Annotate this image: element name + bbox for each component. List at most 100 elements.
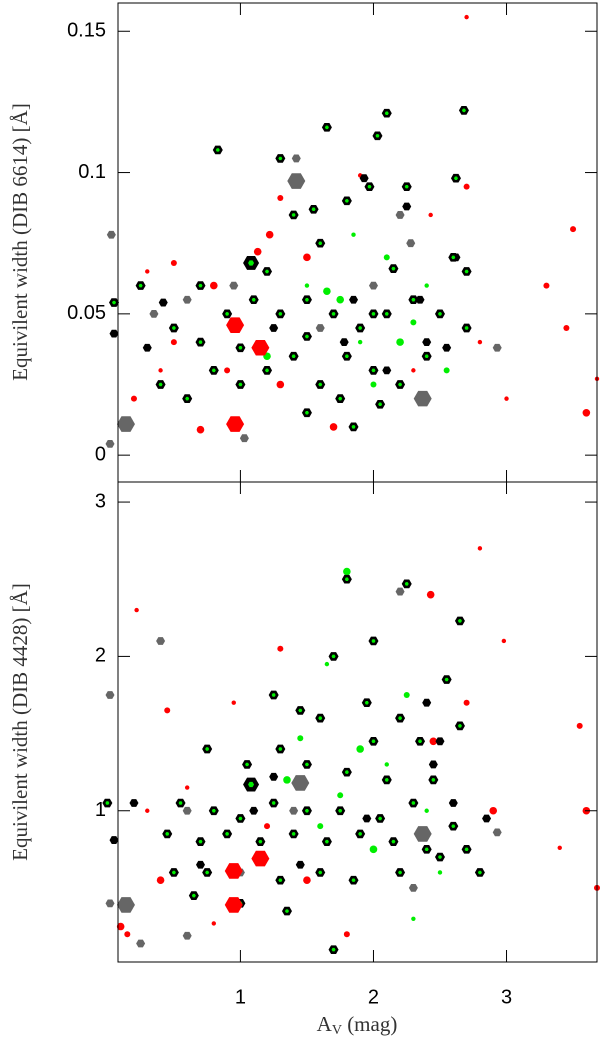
- point: [474, 868, 485, 877]
- point: [421, 845, 432, 854]
- point: [424, 808, 429, 813]
- point: [211, 921, 216, 926]
- point: [264, 823, 271, 830]
- point: [255, 837, 266, 846]
- point-inner: [338, 396, 343, 401]
- x-axis-label: AV (mag): [317, 1012, 398, 1038]
- point: [102, 798, 113, 808]
- point-inner: [211, 368, 216, 373]
- point-inner: [424, 847, 429, 852]
- point: [315, 380, 326, 389]
- point: [428, 775, 439, 785]
- point: [105, 691, 115, 699]
- point-inner: [331, 947, 336, 952]
- point: [182, 394, 193, 403]
- point: [106, 230, 116, 239]
- point-inner: [371, 639, 376, 643]
- point-inner: [358, 326, 363, 330]
- point: [226, 416, 245, 432]
- point: [130, 395, 137, 402]
- point: [461, 267, 472, 276]
- point-inner: [238, 816, 243, 821]
- point-inner: [198, 340, 203, 344]
- point: [158, 368, 163, 373]
- point-inner: [437, 855, 442, 859]
- point-inner: [444, 677, 449, 682]
- y-tick-label: 2: [95, 645, 106, 667]
- point-inner: [451, 824, 456, 828]
- point: [289, 806, 299, 815]
- point: [251, 339, 270, 356]
- point: [448, 799, 458, 807]
- point-inner: [311, 207, 316, 212]
- point-inner: [378, 402, 383, 407]
- point-inner: [331, 654, 336, 659]
- point: [408, 295, 419, 305]
- point: [288, 351, 299, 361]
- point: [482, 814, 492, 823]
- point: [249, 806, 259, 815]
- point: [464, 14, 469, 20]
- point: [368, 309, 379, 319]
- point-inner: [171, 326, 176, 330]
- point: [109, 298, 120, 307]
- point: [448, 821, 459, 831]
- point: [208, 366, 219, 375]
- point: [262, 267, 273, 276]
- point: [458, 106, 469, 115]
- point: [196, 425, 205, 434]
- point: [168, 868, 179, 877]
- point-inner: [371, 312, 376, 316]
- point: [410, 319, 417, 326]
- point: [563, 324, 570, 331]
- point: [411, 368, 416, 373]
- point: [341, 196, 352, 206]
- y-tick-label: 1: [95, 799, 106, 821]
- point: [576, 722, 583, 729]
- point-inner: [215, 148, 220, 152]
- point: [235, 380, 246, 389]
- point-inner: [358, 832, 363, 836]
- point: [195, 337, 206, 347]
- point: [463, 699, 470, 706]
- point-inner: [278, 747, 283, 751]
- point: [195, 837, 206, 846]
- point-inner: [364, 700, 369, 705]
- point: [105, 439, 115, 448]
- point: [341, 574, 352, 584]
- point-inner: [384, 778, 389, 782]
- point-inner: [318, 382, 323, 387]
- point: [395, 868, 406, 877]
- point: [323, 287, 331, 296]
- point-inner: [391, 266, 396, 271]
- point: [355, 829, 366, 839]
- point: [408, 798, 419, 808]
- point-inner: [205, 870, 210, 875]
- point: [212, 145, 223, 155]
- point: [328, 652, 339, 661]
- point: [434, 852, 445, 862]
- point: [384, 762, 389, 767]
- point: [288, 829, 299, 839]
- point-inner: [304, 334, 309, 339]
- point-inner: [431, 778, 436, 782]
- point: [283, 776, 291, 784]
- point-inner: [391, 839, 396, 844]
- point: [339, 338, 349, 347]
- point-inner: [258, 839, 263, 844]
- point: [437, 870, 443, 875]
- point: [356, 745, 364, 753]
- point: [435, 737, 445, 746]
- point-inner: [138, 283, 143, 288]
- point: [116, 897, 135, 913]
- point: [116, 922, 125, 931]
- point-inner: [318, 716, 323, 720]
- point: [301, 408, 312, 418]
- point: [461, 845, 472, 854]
- point-inner: [158, 382, 163, 387]
- point: [158, 298, 168, 307]
- point-inner: [298, 708, 303, 713]
- y-tick-label: 0: [95, 443, 106, 465]
- point: [321, 123, 332, 132]
- point: [543, 282, 550, 289]
